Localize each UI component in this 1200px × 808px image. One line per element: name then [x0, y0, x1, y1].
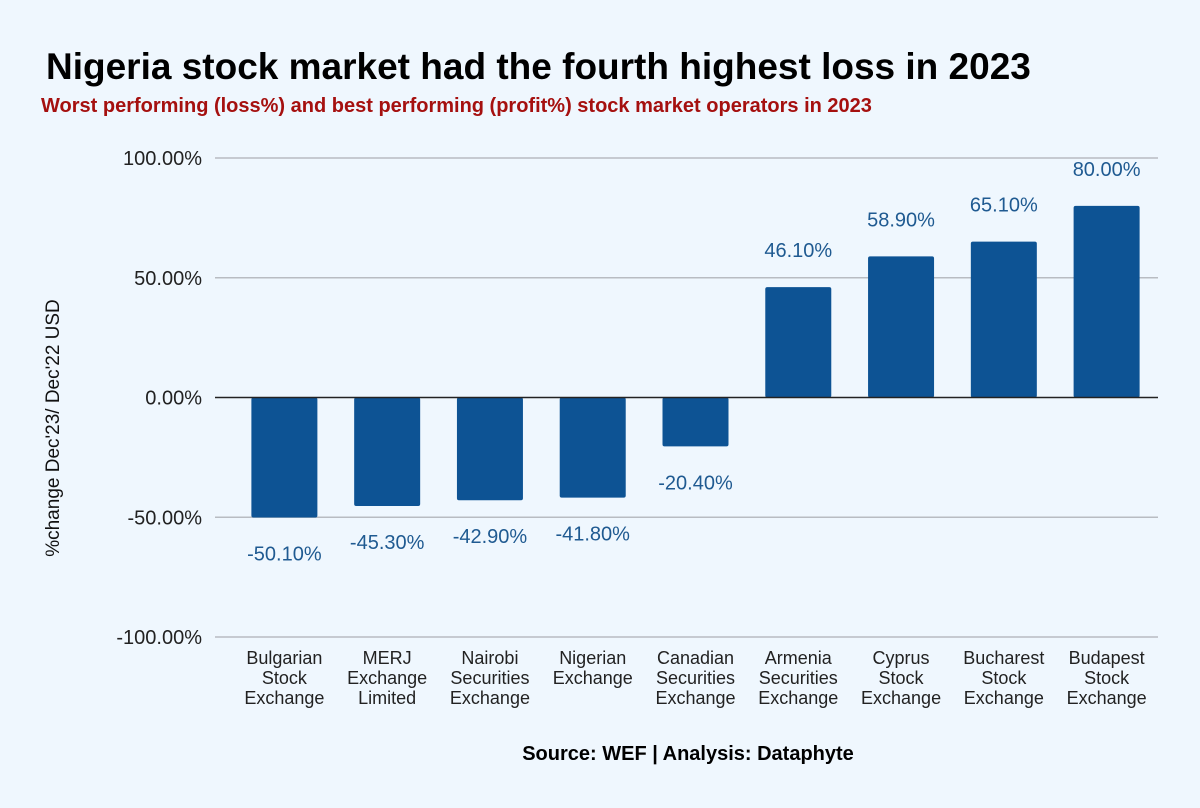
- x-tick-label: Cyprus Stock Exchange: [861, 648, 941, 708]
- data-label: 46.10%: [764, 240, 832, 262]
- data-label: 80.00%: [1073, 159, 1141, 181]
- bar: [970, 241, 1037, 398]
- x-tick-label: Budapest Stock Exchange: [1067, 648, 1147, 708]
- y-axis-title: %change Dec'23/ Dec'22 USD: [43, 299, 64, 557]
- bar: [354, 397, 421, 506]
- bar: [662, 397, 729, 447]
- x-tick-label: Bucharest Stock Exchange: [963, 648, 1044, 708]
- bar: [765, 287, 832, 398]
- y-tick-label: -50.00%: [128, 507, 203, 529]
- data-label: -42.90%: [453, 526, 528, 548]
- data-label: -41.80%: [555, 524, 630, 546]
- bar: [559, 397, 626, 498]
- x-tick-label: Nairobi Securities Exchange: [450, 648, 530, 708]
- x-tick-label: Canadian Securities Exchange: [655, 648, 735, 708]
- data-label: -50.10%: [247, 543, 322, 565]
- data-label: 58.90%: [867, 209, 935, 231]
- bars: [251, 205, 1140, 518]
- data-label: 65.10%: [970, 195, 1038, 217]
- data-label: -20.40%: [658, 472, 733, 494]
- y-tick-label: -100.00%: [116, 627, 202, 649]
- bar: [456, 397, 523, 501]
- data-label: -45.30%: [350, 532, 425, 554]
- data-labels: -50.10% -45.30% -42.90% -41.80% -20.40% 46.10…: [247, 159, 1141, 566]
- y-tick-label: 0.00%: [145, 388, 202, 410]
- y-tick-label: 100.00%: [123, 148, 202, 170]
- x-tick-label: MERJ Exchange Limited: [347, 648, 427, 708]
- source-note: Source: WEF | Analysis: Dataphyte: [522, 743, 854, 765]
- y-tick-label: 50.00%: [134, 268, 202, 290]
- x-tick-label: Armenia Securities Exchange: [758, 648, 838, 708]
- chart-subtitle: Worst performing (loss%) and best perfor…: [41, 95, 872, 117]
- y-axis-ticks: 100.00% 50.00% 0.00% -50.00% -100.00%: [116, 148, 202, 649]
- bar: [1073, 205, 1140, 398]
- chart-title: Nigeria stock market had the fourth high…: [46, 46, 1031, 87]
- x-tick-label: Bulgarian Stock Exchange: [244, 648, 324, 708]
- x-axis-categories: Bulgarian Stock Exchange MERJ Exchange Limite…: [244, 648, 1146, 708]
- bar: [868, 256, 935, 398]
- x-tick-label: Nigerian Exchange: [553, 648, 633, 688]
- bar: [251, 397, 318, 518]
